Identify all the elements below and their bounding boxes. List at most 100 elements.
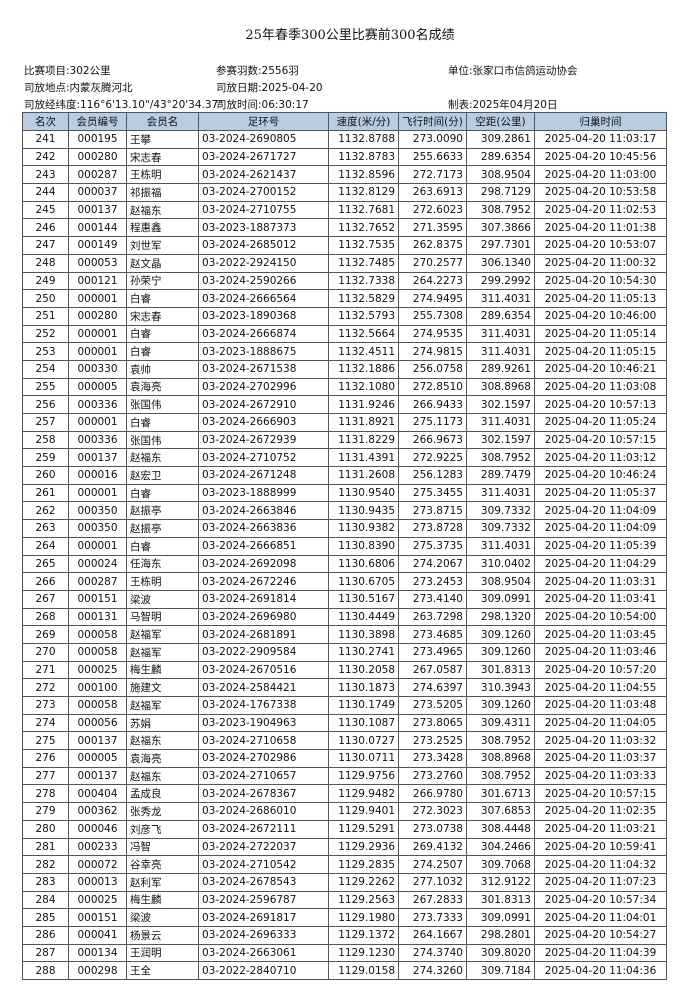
table-cell: 265 <box>22 554 69 574</box>
table-cell: 000072 <box>68 855 127 874</box>
table-cell: 277.1032 <box>398 872 467 892</box>
table-cell: 247 <box>22 236 69 255</box>
table-cell: 2025-04-20 10:57:13 <box>534 395 667 414</box>
results-table: 名次 会员编号 会员名 足环号 速度(米/分) 飞行时间(分) 空距(公里) 归巢时间 241 0… <box>22 112 667 980</box>
table-cell: 2025-04-20 11:04:05 <box>534 713 667 733</box>
table-cell: 274.9815 <box>398 342 467 361</box>
table-cell: 赵福东 <box>126 200 199 220</box>
table-cell: 2025-04-20 10:57:15 <box>534 784 667 804</box>
table-cell: 2025-04-20 10:53:58 <box>534 183 667 202</box>
table-cell: 273.0090 <box>398 130 467 149</box>
table-cell: 03-2024-2671248 <box>198 466 329 485</box>
table-cell: 289.7479 <box>466 466 535 485</box>
table-row: 259 000137 赵福东 03-2024-2710752 1131.4391 272.… <box>22 448 667 468</box>
table-cell: 1130.2058 <box>328 660 399 680</box>
table-cell: 298.7129 <box>466 183 535 202</box>
table-cell: 253 <box>22 342 69 361</box>
table-cell: 273.3428 <box>398 749 467 768</box>
table-cell: 252 <box>22 324 69 344</box>
table-cell: 1129.9756 <box>328 766 399 786</box>
table-cell: 257 <box>22 413 69 432</box>
table-row: 274 000056 苏娟 03-2023-1904963 1130.1087 273.8… <box>22 713 667 733</box>
table-cell: 1129.9401 <box>328 802 399 821</box>
table-cell: 260 <box>22 466 69 485</box>
table-cell: 03-2024-2686010 <box>198 802 329 821</box>
table-cell: 2025-04-20 11:03:37 <box>534 749 667 768</box>
table-cell: 311.4031 <box>466 289 535 308</box>
table-cell: 2025-04-20 11:00:32 <box>534 253 667 273</box>
table-cell: 000280 <box>68 306 127 326</box>
table-cell: 286 <box>22 925 69 945</box>
table-cell: 298.1320 <box>466 607 535 627</box>
table-cell: 273.4965 <box>398 642 467 662</box>
table-cell: 284 <box>22 890 69 910</box>
table-cell: 263.6913 <box>398 183 467 202</box>
table-cell: 施建文 <box>126 678 199 697</box>
table-cell: 1132.7485 <box>328 253 399 273</box>
table-cell: 308.9504 <box>466 572 535 591</box>
table-cell: 03-2024-2621437 <box>198 165 329 185</box>
table-cell: 03-2024-2590266 <box>198 271 329 291</box>
table-cell: 2025-04-20 10:54:30 <box>534 271 667 291</box>
table-cell: 308.8968 <box>466 377 535 397</box>
table-cell: 000137 <box>68 448 127 468</box>
table-cell: 270.2577 <box>398 253 467 273</box>
table-cell: 267.0587 <box>398 660 467 680</box>
table-row: 272 000100 施建文 03-2024-2584421 1130.1873 274.… <box>22 678 667 697</box>
table-cell: 2025-04-20 11:03:48 <box>534 696 667 715</box>
table-row: 275 000137 赵福东 03-2024-2710658 1130.0727 273.… <box>22 731 667 751</box>
table-row: 264 000001 白睿 03-2024-2666851 1130.8390 275.3… <box>22 536 667 556</box>
table-cell: 000001 <box>68 289 127 308</box>
table-cell: 000025 <box>68 660 127 680</box>
table-cell: 王栋明 <box>126 572 199 591</box>
table-cell: 宋志春 <box>126 147 199 167</box>
table-cell: 袁海亮 <box>126 749 199 768</box>
table-cell: 288 <box>22 961 69 980</box>
table-cell: 03-2024-2663836 <box>198 519 329 538</box>
table-cell: 2025-04-20 11:04:32 <box>534 855 667 874</box>
table-cell: 2025-04-20 11:03:41 <box>534 589 667 609</box>
table-cell: 2025-04-20 11:05:24 <box>534 413 667 432</box>
table-cell: 1132.1080 <box>328 377 399 397</box>
table-cell: 000013 <box>68 872 127 892</box>
table-cell: 309.7332 <box>466 501 535 521</box>
table-cell: 2025-04-20 11:03:33 <box>534 766 667 786</box>
table-cell: 03-2024-1767338 <box>198 696 329 715</box>
table-cell: 269.4132 <box>398 837 467 857</box>
table-cell: 王攀 <box>126 130 199 149</box>
table-cell: 271 <box>22 660 69 680</box>
table-cell: 000056 <box>68 713 127 733</box>
table-cell: 2025-04-20 11:04:55 <box>534 678 667 697</box>
table-row: 268 000131 马智明 03-2024-2696980 1130.4449 263.… <box>22 607 667 627</box>
table-row: 245 000137 赵福东 03-2024-2710755 1132.7681 272.… <box>22 200 667 220</box>
table-cell: 273.2525 <box>398 731 467 751</box>
table-cell: 1130.2741 <box>328 642 399 662</box>
table-cell: 1132.7652 <box>328 218 399 238</box>
info-field: 司放经纬度:116°6'13.10"/43°20'34.37" <box>24 99 224 111</box>
table-cell: 白睿 <box>126 324 199 344</box>
table-cell: 273.4140 <box>398 589 467 609</box>
table-cell: 246 <box>22 218 69 238</box>
table-cell: 2025-04-20 11:04:09 <box>534 519 667 538</box>
table-cell: 王栋明 <box>126 165 199 185</box>
table-cell: 1132.1886 <box>328 359 399 379</box>
table-row: 249 000121 孙荣宁 03-2024-2590266 1132.7338 264.… <box>22 271 667 291</box>
table-cell: 307.6853 <box>466 802 535 821</box>
table-cell: 03-2024-2692098 <box>198 554 329 574</box>
table-cell: 赵福军 <box>126 696 199 715</box>
table-cell: 1132.8783 <box>328 147 399 167</box>
table-cell: 赵福军 <box>126 642 199 662</box>
table-cell: 000100 <box>68 678 127 697</box>
column-header: 会员名 <box>126 112 199 131</box>
table-cell: 张国伟 <box>126 395 199 414</box>
table-cell: 1131.8921 <box>328 413 399 432</box>
table-cell: 263.7298 <box>398 607 467 627</box>
table-cell: 245 <box>22 200 69 220</box>
table-row: 281 000233 冯智 03-2024-2722037 1129.2936 269.4… <box>22 837 667 857</box>
table-cell: 1130.3898 <box>328 625 399 644</box>
table-cell: 000041 <box>68 925 127 945</box>
table-cell: 248 <box>22 253 69 273</box>
table-cell: 000025 <box>68 890 127 910</box>
table-cell: 255.6633 <box>398 147 467 167</box>
table-cell: 262.8375 <box>398 236 467 255</box>
